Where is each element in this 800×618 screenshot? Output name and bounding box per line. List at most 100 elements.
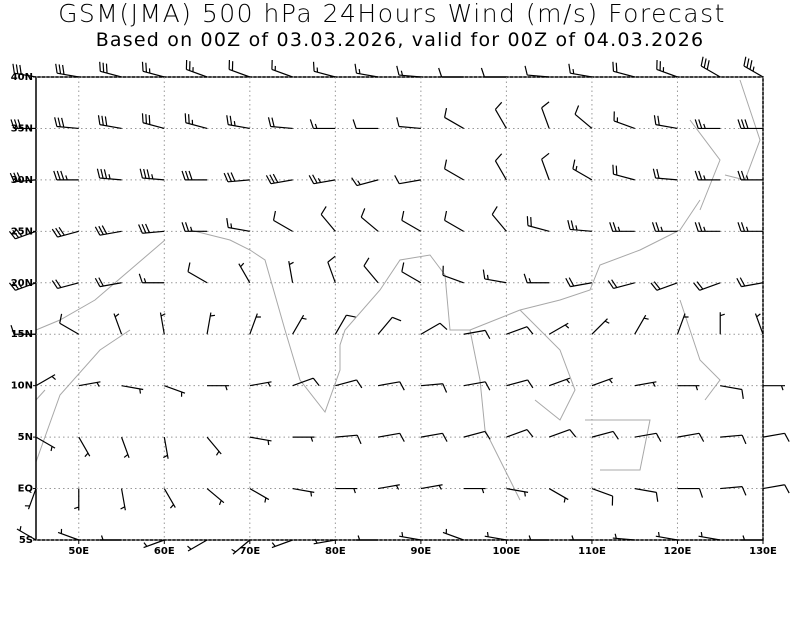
wind-barb — [8, 281, 37, 291]
wind-barb — [609, 222, 635, 232]
wind-barb — [334, 314, 356, 335]
wind-barb — [97, 115, 122, 130]
wind-barb — [120, 436, 130, 458]
wind-barb — [420, 484, 443, 490]
y-tick-label: 5S — [19, 535, 33, 546]
wind-barb — [292, 436, 315, 442]
wind-barb — [265, 173, 293, 185]
wind-barb — [612, 533, 635, 541]
wind-barb — [378, 381, 405, 391]
wind-barb — [24, 488, 37, 510]
wind-barb — [524, 65, 550, 78]
x-tick-label: 130E — [749, 546, 777, 557]
wind-barb — [267, 117, 293, 130]
wind-barb — [463, 329, 491, 340]
wind-barb — [401, 262, 422, 284]
wind-barb — [184, 113, 208, 130]
wind-barb — [526, 216, 550, 232]
wind-barb — [506, 429, 534, 438]
wind-barb — [74, 488, 80, 511]
y-tick-label: 30N — [11, 175, 33, 186]
wind-barb — [143, 539, 165, 549]
wind-barb — [308, 174, 336, 185]
wind-barb — [138, 273, 165, 284]
wind-barb — [653, 115, 678, 130]
wind-barb — [694, 170, 721, 181]
wind-barb — [694, 222, 721, 232]
wind-barb — [494, 101, 507, 129]
wind-barb — [223, 172, 250, 183]
wind-barb — [238, 262, 251, 284]
wind-barb — [612, 61, 635, 78]
y-tick-label: 10N — [11, 381, 33, 392]
wind-barb — [181, 170, 208, 181]
wind-barb — [320, 206, 336, 232]
wind-barb — [741, 535, 763, 541]
wind-barb — [51, 279, 79, 290]
wind-barb — [78, 381, 101, 387]
wind-barb — [396, 117, 421, 130]
x-tick-label: 100E — [493, 546, 521, 557]
wind-barb — [139, 168, 165, 181]
wind-barb — [187, 262, 208, 284]
wind-barb — [720, 434, 747, 445]
wind-barb — [231, 539, 251, 555]
wind-barb — [737, 222, 763, 232]
wind-barb — [292, 487, 315, 497]
wind-barb — [8, 228, 37, 240]
wind-barb — [613, 111, 635, 130]
wind-barb — [484, 532, 507, 541]
wind-barb — [444, 108, 464, 129]
wind-barb — [378, 432, 405, 442]
x-tick-label: 70E — [239, 546, 260, 557]
y-tick-label: 25N — [11, 226, 33, 237]
wind-barb — [656, 59, 678, 78]
wind-barb — [506, 379, 534, 389]
wind-barb — [94, 277, 122, 288]
wind-barb — [591, 377, 613, 387]
wind-barb — [10, 119, 36, 130]
wind-barb — [363, 257, 379, 284]
wind-barb — [565, 277, 593, 288]
wind-barb — [523, 273, 550, 284]
wind-barb — [634, 381, 657, 387]
wind-barb — [491, 206, 507, 232]
wind-barb — [96, 168, 122, 181]
wind-barb — [754, 313, 764, 335]
wind-barb — [651, 222, 678, 232]
wind-barb — [360, 208, 379, 232]
y-tick-label: 20N — [11, 278, 33, 289]
y-tick-label: 40N — [11, 72, 33, 83]
wind-barb — [480, 67, 507, 78]
wind-barb — [420, 432, 448, 442]
wind-barb — [650, 281, 678, 291]
wind-barb — [548, 488, 569, 503]
wind-barb — [271, 539, 293, 549]
wind-barb — [187, 539, 208, 552]
wind-barb — [494, 153, 507, 181]
wind-barb — [482, 269, 507, 284]
wind-barb — [335, 379, 363, 389]
wind-barb — [352, 119, 379, 130]
wind-barb — [574, 105, 593, 129]
wind-barb — [377, 316, 402, 335]
wind-barb — [567, 220, 592, 232]
wind-barb — [99, 61, 122, 78]
wind-barb — [206, 312, 216, 335]
wind-barb — [762, 432, 790, 442]
wind-barb — [120, 488, 126, 511]
wind-barb — [206, 436, 222, 456]
wind-barb — [399, 532, 421, 541]
wind-barb — [700, 56, 721, 78]
wind-barb — [35, 436, 56, 452]
wind-barb — [335, 487, 358, 494]
wind-barb — [206, 488, 225, 506]
y-tick-label: EQ — [18, 484, 33, 495]
wind-barb — [271, 59, 293, 78]
wind-barb — [163, 488, 176, 509]
wind-barb — [463, 430, 491, 440]
wind-barb — [719, 312, 725, 335]
wind-barb — [677, 487, 704, 498]
wind-barb — [463, 487, 486, 494]
wind-barb — [51, 226, 79, 238]
